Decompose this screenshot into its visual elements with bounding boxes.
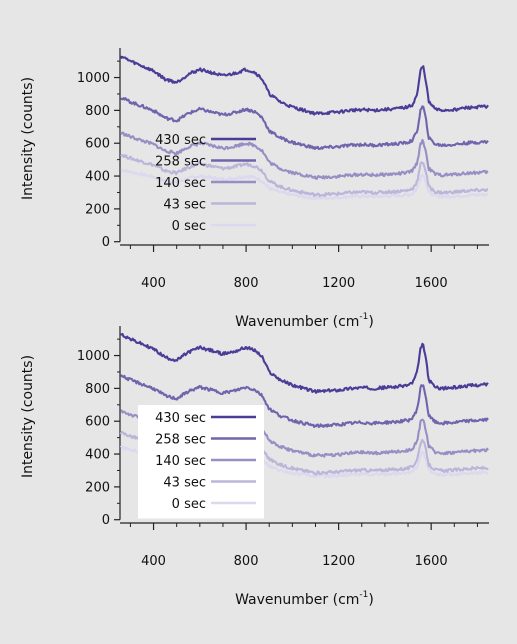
chart-panel-bottom: 0 200 400 600 800 1000 400 800 1200 1600 Wavenumbe… bbox=[20, 326, 489, 608]
y-tick-label: 800 bbox=[85, 382, 110, 397]
series-line-430-sec bbox=[120, 332, 489, 394]
legend-label: 43 sec bbox=[163, 198, 206, 213]
y-tick-label: 1000 bbox=[77, 71, 110, 86]
x-tick-label: 1600 bbox=[415, 276, 448, 291]
x-tick-label: 800 bbox=[234, 554, 259, 569]
legend-label: 0 sec bbox=[172, 219, 206, 234]
y-tick-label: 1000 bbox=[77, 349, 110, 364]
series-line-140-sec bbox=[119, 131, 489, 180]
y-tick-label: 200 bbox=[85, 202, 110, 217]
legend-label: 140 sec bbox=[155, 176, 206, 191]
series-line-43-sec bbox=[119, 154, 489, 198]
y-tick-label: 600 bbox=[85, 137, 110, 152]
y-tick-label: 0 bbox=[102, 513, 110, 528]
series-line-258-sec bbox=[120, 97, 489, 151]
x-tick-label: 1600 bbox=[415, 554, 448, 569]
y-tick-label: 0 bbox=[102, 235, 110, 250]
x-axis-title: Wavenumber (cm-1) bbox=[235, 312, 374, 330]
y-axis-title: Intensity (counts) bbox=[20, 77, 36, 200]
legend-label: 0 sec bbox=[172, 497, 206, 512]
x-tick-label: 400 bbox=[141, 276, 166, 291]
legend-label: 140 sec bbox=[155, 454, 206, 469]
series-line-430-sec bbox=[119, 55, 489, 116]
y-tick-label: 400 bbox=[85, 170, 110, 185]
legend-label: 430 sec bbox=[155, 133, 206, 148]
y-tick-label: 800 bbox=[85, 104, 110, 119]
y-tick-label: 600 bbox=[85, 415, 110, 430]
series-line-258-sec bbox=[119, 374, 489, 428]
series-line-0-sec bbox=[120, 168, 489, 201]
legend-label: 258 sec bbox=[155, 433, 206, 448]
chart-panel-top: 0 200 400 600 800 1000 400 800 1200 1600 Wavenumbe… bbox=[20, 48, 489, 330]
legend-label: 43 sec bbox=[163, 476, 206, 491]
legend-label: 430 sec bbox=[155, 411, 206, 426]
y-tick-label: 400 bbox=[85, 448, 110, 463]
x-tick-label: 1200 bbox=[322, 554, 355, 569]
x-tick-label: 400 bbox=[141, 554, 166, 569]
legend-label: 258 sec bbox=[155, 155, 206, 170]
x-tick-label: 1200 bbox=[322, 276, 355, 291]
legend-background bbox=[138, 405, 264, 519]
x-tick-label: 800 bbox=[234, 276, 259, 291]
x-axis-title: Wavenumber (cm-1) bbox=[235, 590, 374, 608]
y-axis-title: Intensity (counts) bbox=[20, 355, 36, 478]
y-tick-label: 200 bbox=[85, 480, 110, 495]
